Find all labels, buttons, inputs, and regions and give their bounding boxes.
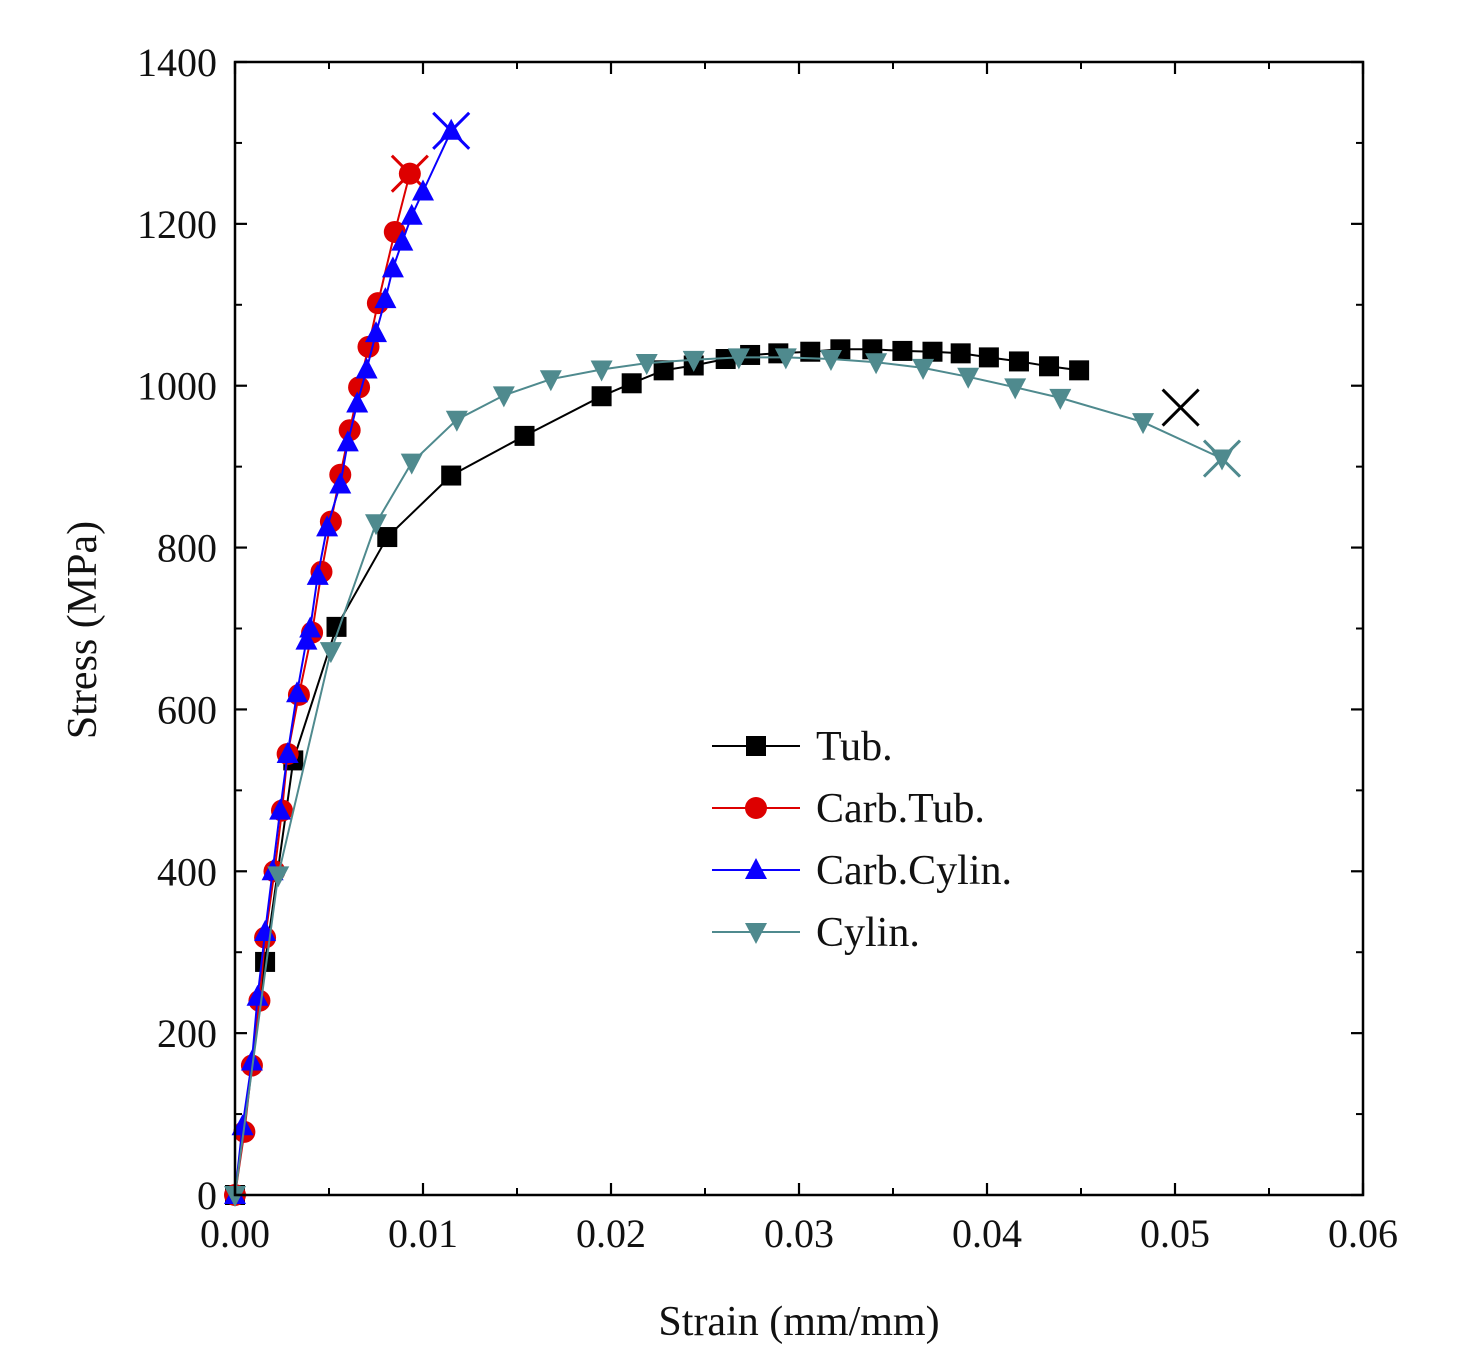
data-point-carb-cylin — [365, 321, 387, 343]
data-point-tub — [950, 343, 971, 364]
data-point-cylin — [912, 358, 935, 380]
x-tick-label: 0.01 — [388, 1211, 458, 1256]
y-tick-label: 800 — [157, 526, 217, 571]
data-point-tub — [591, 386, 612, 407]
data-point-cylin — [727, 348, 750, 370]
legend: Tub. Carb.Tub. Carb.Cylin. Cylin. — [712, 724, 1012, 956]
data-point-carb-cylin — [329, 472, 352, 494]
data-point-carb-cylin — [412, 179, 434, 201]
data-point-cylin — [492, 386, 515, 408]
y-tick-label: 400 — [157, 849, 217, 894]
data-point-tub — [1008, 351, 1029, 372]
y-tick-label: 1200 — [137, 202, 217, 247]
data-point-carb-cylin — [240, 1049, 263, 1071]
x-tick-label: 0.06 — [1328, 1211, 1398, 1256]
data-point-cylin — [774, 348, 797, 370]
data-point-carb-cylin — [246, 984, 269, 1006]
data-point-cylin — [1049, 388, 1072, 410]
legend-item-tub: Tub. — [712, 724, 893, 770]
data-point-carb-cylin — [346, 391, 369, 413]
data-point-cylin — [365, 514, 387, 536]
fracture-marker-cylin — [1202, 439, 1242, 478]
y-axis-title: Stress (MPa) — [60, 521, 106, 739]
data-point-cylin — [445, 410, 468, 432]
data-point-tub — [1069, 360, 1090, 381]
series-layer — [224, 111, 1242, 1207]
legend-marker — [746, 736, 766, 756]
y-tick-label: 200 — [157, 1011, 217, 1056]
legend-label: Cylin. — [816, 910, 920, 956]
x-axis-title: Strain (mm/mm) — [658, 1299, 939, 1345]
series-cylin — [224, 348, 1242, 1207]
data-point-carb-cylin — [269, 798, 292, 820]
data-point-cylin — [1132, 413, 1155, 435]
data-point-cylin — [224, 1186, 246, 1207]
fracture-marker-tub — [1161, 388, 1200, 427]
legend-item-cylin: Cylin. — [712, 910, 920, 956]
data-point-carb-cylin — [276, 741, 299, 763]
x-tick-label: 0.04 — [952, 1211, 1022, 1256]
data-point-cylin — [539, 370, 562, 392]
data-point-tub — [1039, 356, 1060, 377]
x-tick-label: 0.00 — [200, 1211, 270, 1256]
data-point-tub — [800, 341, 821, 362]
legend-marker — [745, 923, 767, 944]
data-point-tub — [514, 425, 535, 446]
data-point-carb-tub — [348, 376, 371, 399]
legend-label: Carb.Cylin. — [816, 848, 1012, 894]
x-tick-label: 0.02 — [576, 1211, 646, 1256]
data-point-carb-cylin — [374, 287, 397, 309]
data-point-cylin — [267, 866, 290, 888]
data-point-carb-cylin — [295, 628, 318, 650]
x-tick-label: 0.05 — [1140, 1211, 1210, 1256]
data-point-cylin — [682, 350, 705, 372]
data-point-cylin — [1004, 378, 1027, 400]
data-point-carb-cylin — [286, 681, 309, 703]
data-point-tub — [653, 360, 674, 381]
data-point-carb-cylin — [391, 229, 414, 251]
legend-item-carb-cylin: Carb.Cylin. — [712, 848, 1012, 894]
y-tick-label: 600 — [157, 687, 217, 732]
data-point-carb-cylin — [336, 430, 359, 452]
data-point-cylin — [635, 354, 658, 376]
legend-label: Tub. — [816, 724, 893, 770]
data-point-carb-cylin — [306, 563, 329, 585]
data-point-cylin — [590, 360, 613, 382]
x-tick-label: 0.03 — [764, 1211, 834, 1256]
y-tick-label: 1400 — [137, 40, 217, 85]
data-point-tub — [621, 373, 642, 394]
legend-marker — [745, 797, 767, 819]
y-tick-label: 1000 — [137, 364, 217, 409]
legend-item-carb-tub: Carb.Tub. — [712, 786, 985, 832]
data-point-tub — [377, 527, 398, 548]
data-point-carb-cylin — [231, 1114, 254, 1136]
legend-marker — [745, 858, 767, 879]
data-point-carb-cylin — [381, 256, 404, 278]
data-point-cylin — [865, 353, 888, 375]
data-point-carb-tub — [338, 419, 361, 442]
data-point-cylin — [957, 367, 980, 389]
data-point-tub — [978, 347, 999, 368]
legend-label: Carb.Tub. — [816, 786, 985, 832]
data-point-tub — [922, 341, 943, 362]
data-point-carb-cylin — [355, 357, 378, 379]
data-point-cylin — [400, 453, 423, 475]
data-point-tub — [441, 465, 462, 486]
data-point-carb-cylin — [400, 203, 423, 225]
y-tick-label: 0 — [197, 1173, 217, 1218]
data-point-tub — [892, 340, 913, 361]
fracture-marker-carb-cylin — [432, 111, 471, 150]
data-point-cylin — [819, 350, 842, 372]
data-point-carb-cylin — [299, 616, 322, 638]
data-point-cylin — [319, 642, 342, 664]
data-point-carb-cylin — [316, 515, 339, 537]
ticks-layer: 0.00 0.01 0.02 0.03 0.04 0.05 0.06 0 200 400 600 80… — [137, 40, 1398, 1256]
